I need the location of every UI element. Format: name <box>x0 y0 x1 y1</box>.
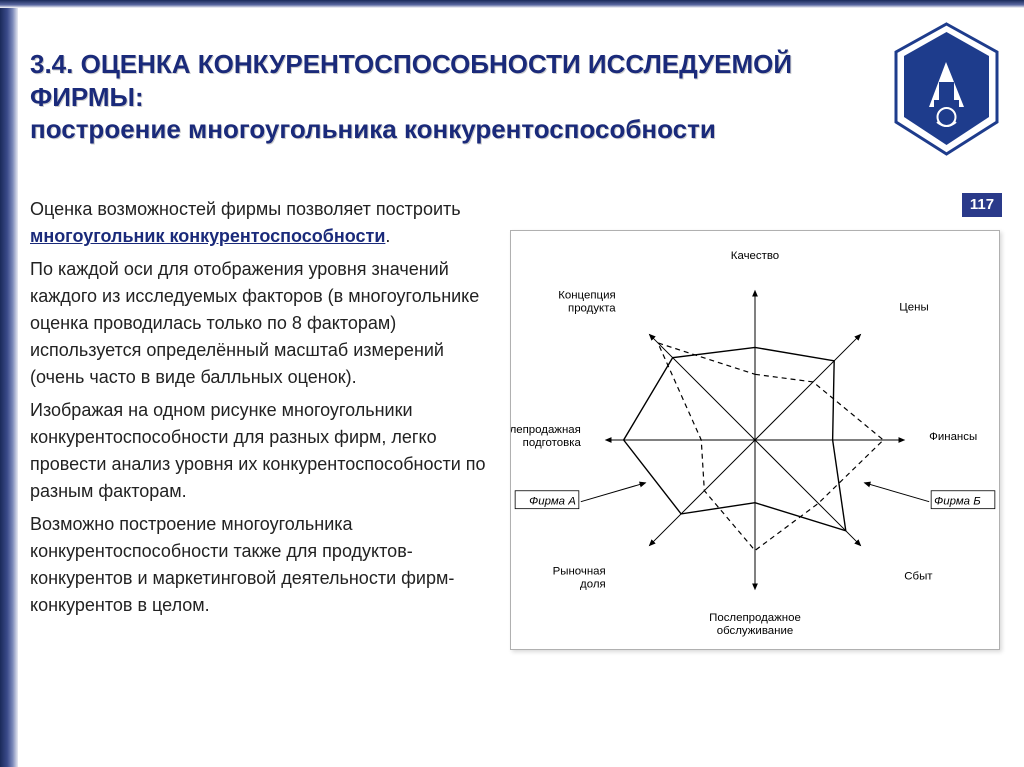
svg-text:Фирма Б: Фирма Б <box>934 496 981 508</box>
emphasized-term: многоугольник конкурентоспособности <box>30 226 385 246</box>
left-gradient-strip <box>0 0 18 767</box>
svg-text:Послепродажнаяподготовка: Послепродажнаяподготовка <box>511 424 581 449</box>
university-logo <box>889 22 1004 157</box>
paragraph-3: Изображая на одном рисунке многоугольник… <box>30 397 500 505</box>
svg-text:Послепродажноеобслуживание: Послепродажноеобслуживание <box>709 612 801 637</box>
svg-text:Фирма А: Фирма А <box>529 496 576 508</box>
paragraph-1: Оценка возможностей фирмы позволяет пост… <box>30 196 500 250</box>
radar-chart-svg: Фирма А Фирма Б Качество Цены Финансы Сбыт Пос… <box>511 231 999 649</box>
svg-text:Сбыт: Сбыт <box>904 570 933 582</box>
svg-text:Финансы: Финансы <box>929 431 977 443</box>
svg-text:Цены: Цены <box>899 302 928 314</box>
paragraph-2: По каждой оси для отображения уровня зна… <box>30 256 500 391</box>
svg-text:Концепцияпродукта: Концепцияпродукта <box>558 290 616 315</box>
paragraph-4: Возможно построение многоугольника конку… <box>30 511 500 619</box>
svg-text:Рыночнаядоля: Рыночнаядоля <box>553 565 606 590</box>
page-number-badge: 117 <box>962 193 1002 217</box>
body-text-column: Оценка возможностей фирмы позволяет пост… <box>30 196 500 625</box>
svg-text:Качество: Качество <box>731 250 779 262</box>
title-line-1: 3.4. ОЦЕНКА КОНКУРЕНТОСПОСОБНОСТИ ИССЛЕД… <box>30 49 792 112</box>
top-gradient-strip <box>0 0 1024 8</box>
page-title: 3.4. ОЦЕНКА КОНКУРЕНТОСПОСОБНОСТИ ИССЛЕД… <box>30 48 850 146</box>
title-line-2: построение многоугольника конкурентоспос… <box>30 114 716 144</box>
header-block: 3.4. ОЦЕНКА КОНКУРЕНТОСПОСОБНОСТИ ИССЛЕД… <box>30 48 850 146</box>
radar-chart-panel: Фирма А Фирма Б Качество Цены Финансы Сбыт Пос… <box>510 230 1000 650</box>
